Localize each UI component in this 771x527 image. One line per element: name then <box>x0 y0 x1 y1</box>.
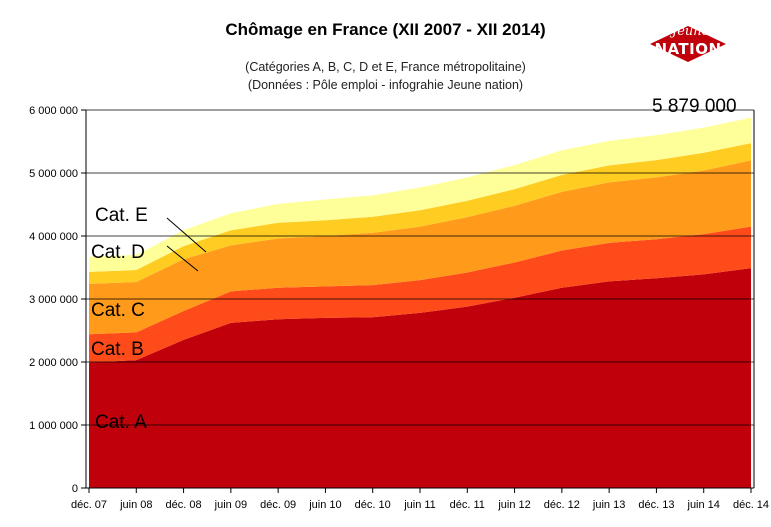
chart-areas <box>89 117 751 488</box>
y-tick-label: 6 000 000 <box>29 105 78 117</box>
area-cat-e <box>89 117 751 272</box>
x-tick-label: déc. 07 <box>71 499 107 511</box>
category-labels: Cat. A Cat. B Cat. C Cat. D Cat. E <box>91 205 207 433</box>
chart-title: Chômage en France (XII 2007 - XII 2014) <box>225 20 546 39</box>
y-tick-label: 0 <box>72 483 78 495</box>
label-cat-a: Cat. A <box>95 412 147 433</box>
label-cat-b: Cat. B <box>91 339 144 360</box>
x-tick-label: déc. 09 <box>260 499 296 511</box>
x-tick-label: juin 11 <box>403 499 436 511</box>
y-tick-label: 1 000 000 <box>29 420 78 432</box>
logo-script-text: Jeune <box>672 24 710 39</box>
x-tick-label: déc. 12 <box>544 499 580 511</box>
label-cat-e: Cat. E <box>95 205 148 226</box>
x-tick-label: juin 12 <box>497 499 530 511</box>
x-tick-label: déc. 10 <box>355 499 391 511</box>
peak-value-annotation: 5 879 000 <box>652 96 737 117</box>
label-cat-c: Cat. C <box>91 300 145 321</box>
y-tick-label: 3 000 000 <box>29 294 78 306</box>
y-tick-label: 5 000 000 <box>29 168 78 180</box>
label-cat-d: Cat. D <box>91 242 145 263</box>
y-axis-ticks: 0 1 000 000 2 000 000 3 000 000 4 000 000 5 0… <box>29 105 86 495</box>
x-axis-ticks: déc. 07 juin 08 déc. 08 juin 09 déc. 09 juin … <box>71 488 769 511</box>
y-tick-label: 2 000 000 <box>29 357 78 369</box>
chart-subtitle-1: (Catégories A, B, C, D et E, France métr… <box>245 60 526 74</box>
x-tick-label: déc. 11 <box>450 499 485 511</box>
area-cat-b <box>89 226 751 363</box>
x-tick-label: juin 09 <box>214 499 247 511</box>
x-tick-label: déc. 14 <box>733 499 769 511</box>
chart-subtitle-2: (Données : Pôle emploi - infograhie Jeun… <box>247 78 524 92</box>
logo-main-text: NATION <box>654 40 722 58</box>
pointer-line-cat-e <box>166 217 207 253</box>
area-cat-c <box>89 160 751 335</box>
area-cat-a <box>89 268 751 488</box>
x-tick-label: déc. 13 <box>638 499 674 511</box>
jeune-nation-logo: Jeune NATION <box>640 22 736 66</box>
x-tick-label: juin 08 <box>119 499 152 511</box>
y-tick-label: 4 000 000 <box>29 231 78 243</box>
logo-diamond-shape <box>650 26 726 62</box>
area-cat-d <box>89 143 751 284</box>
x-tick-label: déc. 08 <box>166 499 202 511</box>
x-tick-label: juin 14 <box>687 499 720 511</box>
x-tick-label: juin 10 <box>308 499 341 511</box>
x-tick-label: juin 13 <box>592 499 625 511</box>
pointer-line-cat-d <box>166 245 199 272</box>
